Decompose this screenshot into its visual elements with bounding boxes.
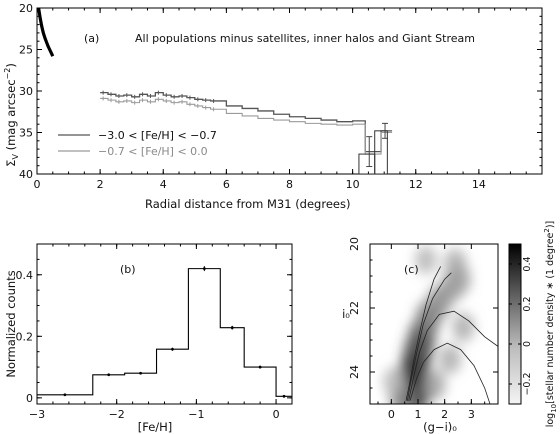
x-tick-label: 8 xyxy=(286,178,293,191)
panel-c-y-ticks: 20 22 24 xyxy=(348,237,498,405)
colorbar-label: log10[stellar number density ∗ (1 degree… xyxy=(543,221,558,428)
colorbar-gradient xyxy=(508,243,522,405)
y-tick-label: 0.4 xyxy=(16,269,34,282)
panel-b-label: (b) xyxy=(120,263,136,276)
panel-c-x-axis-label: (g−i)₀ xyxy=(423,420,457,434)
cb-label-post: )] xyxy=(545,221,556,228)
panel-a-y-axis-label: ΣV (mag arcsec−2) xyxy=(3,63,20,167)
y-tick-label: 35 xyxy=(19,127,33,140)
y-tick-label: 22 xyxy=(348,301,361,315)
panel-a: (a) All populations minus satellites, in… xyxy=(3,2,543,211)
ylabel-sub: V xyxy=(11,154,20,160)
x-tick-label: 4 xyxy=(160,178,167,191)
histogram-bin-point xyxy=(63,393,67,397)
density-blob xyxy=(438,344,462,374)
x-tick-label: 0 xyxy=(388,408,395,421)
x-tick-label: 1 xyxy=(415,408,422,421)
colorbar-ticks: 0.4 0.2 0 −0.2 xyxy=(509,256,533,396)
density-blob xyxy=(415,245,437,275)
panel-b-x-ticks: −3 −2 −1 0 xyxy=(29,244,293,421)
y-tick-label: 20 xyxy=(19,2,33,15)
panel-b-y-axis-label: Normalized counts xyxy=(4,270,18,377)
x-tick-label: 2 xyxy=(441,408,448,421)
panel-c-label: (c) xyxy=(404,263,419,276)
colorbar-tick-label: 0.2 xyxy=(522,296,533,311)
x-tick-label: 14 xyxy=(472,178,486,191)
panel-b-plot-area xyxy=(37,266,292,398)
colorbar-tick-label: 0 xyxy=(522,341,533,347)
colorbar-tick-label: 0.4 xyxy=(522,256,533,271)
panel-a-x-axis-label: Radial distance from M31 (degrees) xyxy=(145,197,350,211)
ylabel-post: ) xyxy=(4,63,18,68)
colorbar-tick-label: −0.2 xyxy=(522,372,533,395)
panel-c-y-axis-label: i₀ xyxy=(342,307,350,321)
cb-label-sub: 10 xyxy=(550,404,558,413)
ylabel-sup: −2 xyxy=(3,68,12,80)
panel-a-label: (a) xyxy=(84,32,99,45)
x-tick-label: −1 xyxy=(188,408,204,421)
x-tick-label: 12 xyxy=(409,178,423,191)
panel-b-y-ticks: 0 0.2 0.4 xyxy=(16,258,292,405)
panel-a-y-ticks: 20 25 30 35 40 xyxy=(19,2,542,181)
cb-label-mid: [stellar number density ∗ (1 degree xyxy=(545,232,556,403)
panel-c: (c) 0 1 2 3 20 22 24 (g−i)₀ i₀ 0.4 0.2 0 −0.2 lo… xyxy=(342,221,558,434)
histogram-outline xyxy=(37,268,292,397)
isochrone-iso1 xyxy=(405,266,442,401)
cb-label-pre: log xyxy=(545,413,556,427)
cb-label-sup: 2 xyxy=(543,228,551,232)
y-tick-label: 25 xyxy=(19,44,33,57)
histogram-bin-point xyxy=(107,373,111,377)
colorbar: 0.4 0.2 0 −0.2 log10[stellar number density… xyxy=(508,221,558,428)
inner-profile-line xyxy=(37,8,55,57)
outer-bin-box xyxy=(358,153,376,174)
ylabel-sym: Σ xyxy=(4,160,18,167)
y-tick-label: 0 xyxy=(26,392,33,405)
x-tick-label: 10 xyxy=(346,178,360,191)
y-tick-label: 0.2 xyxy=(16,330,34,343)
density-blob xyxy=(383,367,405,396)
panel-a-x-ticks: 0 2 4 6 8 10 12 14 xyxy=(34,8,543,191)
panel-a-legend: −3.0 < [Fe/H] < −0.7 −0.7 < [Fe/H] < 0.0 xyxy=(58,129,217,158)
panel-c-density-map xyxy=(383,245,475,404)
y-tick-label: 20 xyxy=(348,237,361,251)
panel-b-x-axis-label: [Fe/H] xyxy=(138,420,173,434)
series-metal-poor-line xyxy=(100,92,393,153)
isochrone-iso3 xyxy=(408,310,498,401)
panel-c-isochrones xyxy=(405,266,498,404)
x-tick-label: 0 xyxy=(34,178,41,191)
panel-a-plot-area xyxy=(37,8,393,174)
legend-label-metal-rich: −0.7 < [Fe/H] < 0.0 xyxy=(98,145,208,158)
panel-b-frame xyxy=(36,243,293,405)
y-tick-label: 40 xyxy=(19,168,33,181)
x-tick-label: 3 xyxy=(468,408,475,421)
series-metal-rich-line xyxy=(100,97,393,155)
panel-c-x-ticks: 0 1 2 3 xyxy=(377,244,499,421)
density-blob xyxy=(422,369,446,400)
x-tick-label: 0 xyxy=(273,408,280,421)
legend-label-metal-poor: −3.0 < [Fe/H] < −0.7 xyxy=(98,129,217,142)
panel-a-title: All populations minus satellites, inner … xyxy=(135,32,475,45)
x-tick-label: −2 xyxy=(109,408,125,421)
density-blob xyxy=(447,264,471,295)
ylabel-pre: (mag arcsec xyxy=(4,79,18,150)
x-tick-label: −3 xyxy=(29,408,45,421)
x-tick-label: 2 xyxy=(97,178,104,191)
y-tick-label: 24 xyxy=(348,365,361,379)
y-tick-label: 30 xyxy=(19,85,33,98)
histogram-bin-point xyxy=(282,394,286,398)
x-tick-label: 6 xyxy=(223,178,230,191)
density-blob xyxy=(452,312,475,342)
isochrone-iso2 xyxy=(406,272,452,401)
panel-b: (b) −3 −2 −1 0 0 0.2 0.4 [Fe/H] Normalized co… xyxy=(4,243,293,434)
outer-bin-box xyxy=(374,130,388,174)
isochrone-iso4 xyxy=(409,342,491,404)
